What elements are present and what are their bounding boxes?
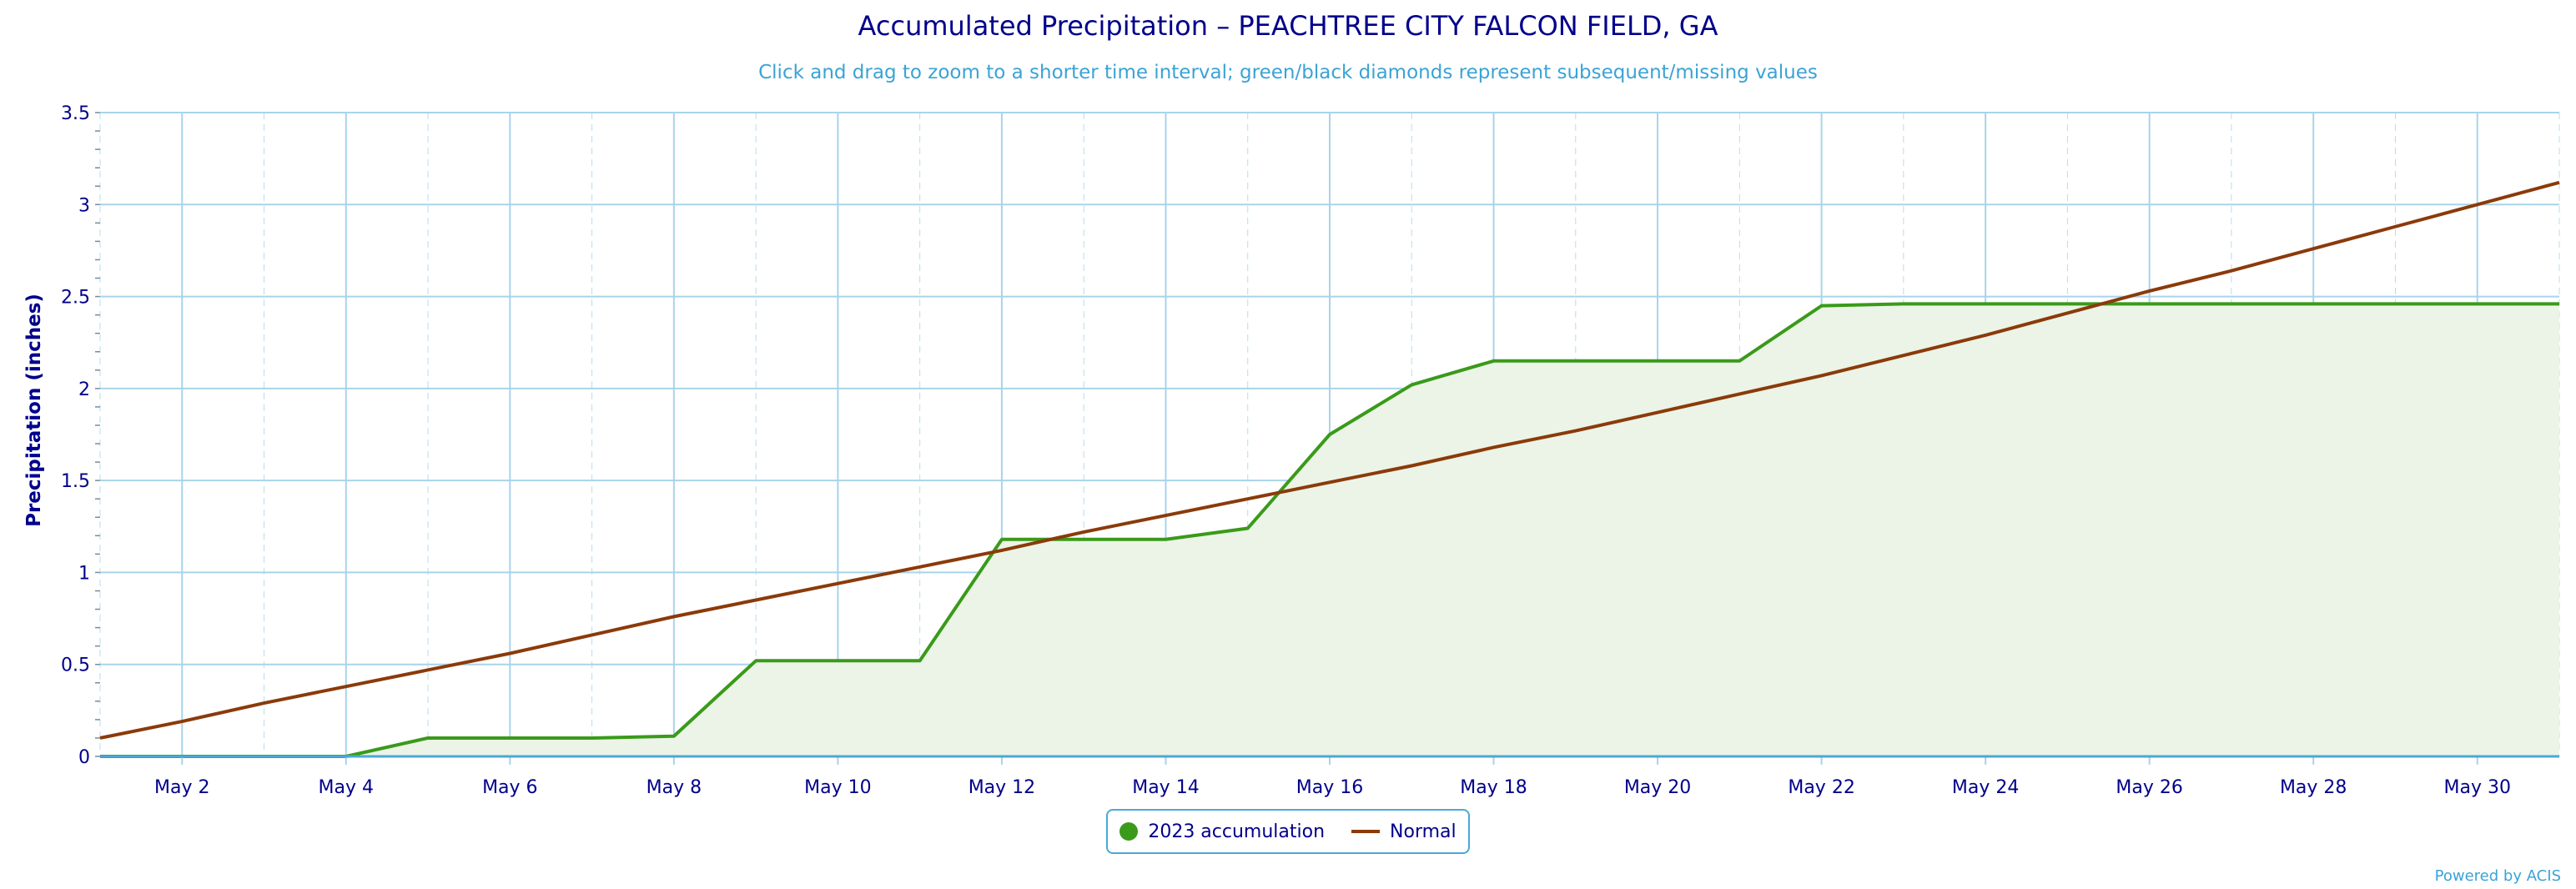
chart-title: Accumulated Precipitation – PEACHTREE CI…: [858, 10, 1718, 42]
x-tick-label: May 10: [804, 777, 871, 798]
legend-label-accumulation: 2023 accumulation: [1148, 821, 1326, 842]
x-tick-label: May 24: [1952, 777, 2019, 798]
x-tick-label: May 28: [2280, 777, 2347, 798]
x-tick-label: May 20: [1624, 777, 1691, 798]
legend: 2023 accumulation Normal: [1106, 809, 1470, 854]
y-tick-label: 2: [78, 379, 90, 400]
x-tick-label: May 16: [1296, 777, 1363, 798]
axes: 0 0.5 1 1.5 2 2.5 3 3.5 May 2 May 4 May 6 May 8 May …: [61, 103, 2559, 798]
legend-line-icon: [1351, 830, 1381, 833]
accumulation-area-layer: [100, 304, 2559, 756]
x-tick-label: May 6: [482, 777, 537, 798]
legend-label-normal: Normal: [1390, 821, 1457, 842]
y-tick-label: 0: [78, 747, 90, 768]
chart-subtitle: Click and drag to zoom to a shorter time…: [758, 62, 1818, 83]
x-tick-label: May 26: [2116, 777, 2182, 798]
y-axis-label: Precipitation (inches): [23, 294, 45, 527]
x-tick-label: May 30: [2443, 777, 2510, 798]
legend-item-accumulation[interactable]: 2023 accumulation: [1119, 821, 1325, 842]
x-tick-label: May 14: [1132, 777, 1199, 798]
x-tick-label: May 22: [1788, 777, 1854, 798]
y-tick-label: 1.5: [61, 471, 90, 492]
accumulation-area: [100, 304, 2559, 756]
legend-dot-icon: [1119, 822, 1139, 841]
x-tick-label: May 2: [154, 777, 209, 798]
x-tick-label: May 8: [647, 777, 702, 798]
x-tick-label: May 18: [1460, 777, 1527, 798]
x-tick-label: May 4: [319, 777, 374, 798]
y-tick-label: 0.5: [61, 655, 90, 676]
powered-by-credit[interactable]: Powered by ACIS: [2434, 867, 2561, 885]
series-line-2023-accumulation: [100, 302, 2559, 758]
series-lines: [99, 180, 2560, 758]
x-tick-label: May 12: [969, 777, 1035, 798]
legend-item-normal[interactable]: Normal: [1351, 821, 1457, 842]
y-tick-label: 3.5: [61, 103, 90, 124]
series-line-normal: [99, 180, 2560, 740]
y-tick-label: 1: [78, 563, 90, 584]
y-tick-label: 2.5: [61, 288, 90, 309]
y-tick-label: 3: [78, 195, 90, 216]
